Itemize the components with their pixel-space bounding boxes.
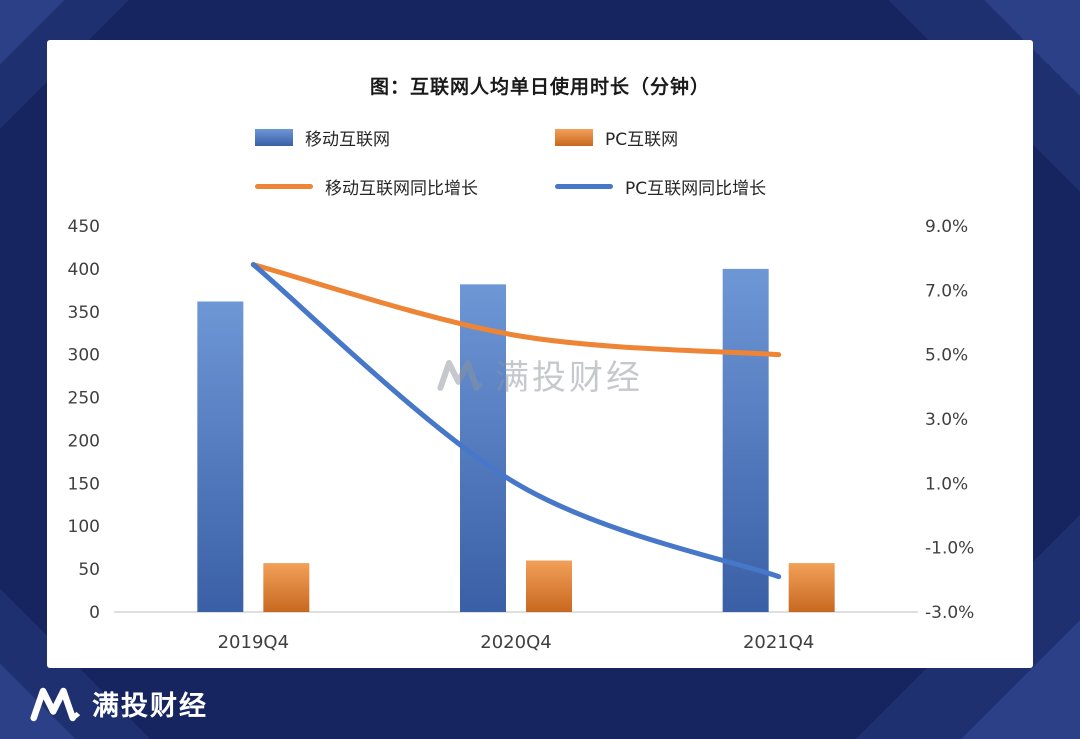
right-axis-tick: 3.0% — [925, 410, 968, 430]
legend-bar-swatch-mobile-internet — [255, 129, 293, 146]
left-axis-tick: 200 — [68, 431, 100, 451]
left-axis-tick: 400 — [68, 260, 100, 280]
legend-line-swatch-mobile-internet-yoy — [255, 184, 313, 189]
right-axis-tick: 1.0% — [925, 474, 968, 494]
legend-item-pc-internet-yoy: PC互联网同比增长 — [555, 174, 855, 199]
brand-logo-icon — [30, 687, 81, 721]
pc-internet-bar — [526, 560, 572, 612]
chart-svg: 450 400 350 300 250 200 150 100 50 0 9.0% 7.0% 5.0% 3… — [68, 217, 975, 653]
footer-brand: 满投财经 — [30, 684, 208, 723]
left-axis-tick: 100 — [68, 517, 100, 537]
right-axis-tick: 9.0% — [925, 217, 968, 237]
left-axis-tick: 50 — [78, 560, 100, 580]
pc-internet-bar — [788, 563, 835, 612]
right-axis-tick: -1.0% — [925, 539, 974, 559]
left-axis-tick: 350 — [68, 303, 100, 323]
left-axis-tick: 150 — [68, 474, 100, 494]
pc-internet-bar — [263, 563, 310, 612]
right-axis-tick: -3.0% — [925, 603, 974, 623]
right-axis-tick: 7.0% — [925, 281, 968, 301]
legend-label: PC互联网同比增长 — [625, 179, 767, 199]
legend-line-swatch-pc-internet-yoy — [555, 184, 613, 189]
left-axis-tick: 450 — [68, 217, 100, 237]
mobile-internet-bar — [722, 268, 769, 612]
right-axis-tick: 5.0% — [925, 346, 968, 366]
pc-internet-yoy-line — [250, 262, 782, 580]
chart-plot-area: 450 400 350 300 250 200 150 100 50 0 9.0% 7.0% 5.0% 3… — [47, 208, 1033, 663]
x-axis-category: 2020Q4 — [480, 632, 551, 653]
left-axis-tick: 0 — [89, 603, 100, 623]
legend-label: PC互联网 — [605, 130, 679, 150]
legend-bar-swatch-pc-internet — [555, 129, 593, 146]
legend-label: 移动互联网 — [305, 130, 390, 150]
chart-title: 图：互联网人均单日使用时长（分钟） — [369, 76, 710, 98]
mobile-internet-yoy-line — [250, 262, 782, 358]
x-axis-category: 2019Q4 — [218, 632, 289, 653]
brand-name: 满投财经 — [92, 691, 208, 722]
left-axis-tick: 250 — [68, 389, 100, 409]
legend-item-mobile-internet-yoy: 移动互联网同比增长 — [255, 174, 555, 199]
legend-item-mobile-internet: 移动互联网 — [255, 125, 555, 150]
mobile-internet-bar — [197, 301, 244, 612]
left-axis-tick: 300 — [68, 346, 100, 366]
chart-card: 图：互联网人均单日使用时长（分钟） 移动互联网 PC互联网移动互联网同比增长 PC互… — [47, 40, 1033, 668]
x-axis-category: 2021Q4 — [743, 632, 814, 653]
legend-label: 移动互联网同比增长 — [325, 179, 478, 199]
legend: 移动互联网 PC互联网移动互联网同比增长 PC互联网同比增长 — [255, 125, 1033, 199]
legend-item-pc-internet: PC互联网 — [555, 125, 855, 150]
